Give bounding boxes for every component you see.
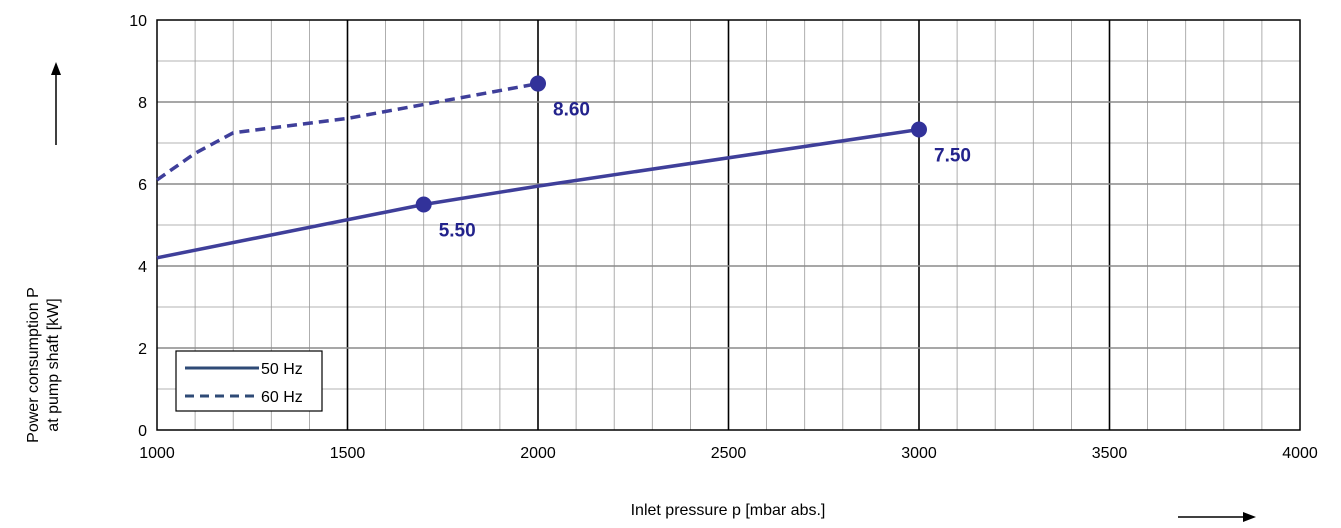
y-axis-title-line-2: at pump shaft [kW] (45, 298, 62, 431)
data-point-marker (415, 196, 432, 213)
y-tick-label: 2 (138, 341, 147, 358)
series-line-50hz (156, 127, 920, 260)
x-arrow-icon (1178, 512, 1256, 522)
y-tick-labels: 0 2 4 6 8 10 (129, 13, 147, 440)
x-tick-label: 2500 (711, 445, 747, 462)
y-axis-title: Power consumption P at pump shaft [kW] (25, 287, 62, 443)
data-label: 7.50 (934, 145, 971, 166)
legend-box (175, 350, 323, 412)
x-tick-labels: 1000 1500 2000 2500 3000 3500 4000 (139, 445, 1318, 462)
data-label: 8.60 (553, 100, 590, 121)
plot-area: 5.50 7.50 8.60 (155, 19, 1301, 431)
legend: 50 Hz 60 Hz (175, 350, 323, 412)
series-layer (155, 81, 920, 260)
data-label: 5.50 (439, 221, 476, 242)
y-arrow-icon (51, 62, 61, 145)
series-line-60hz (155, 81, 539, 182)
y-axis-title-line-1: Power consumption P (25, 287, 42, 443)
y-tick-label: 6 (138, 177, 147, 194)
x-tick-label: 1000 (139, 445, 175, 462)
x-tick-label: 1500 (330, 445, 366, 462)
y-tick-label: 4 (138, 259, 147, 276)
legend-label-50hz: 50 Hz (261, 361, 303, 378)
x-tick-label: 3000 (901, 445, 937, 462)
x-tick-label: 4000 (1282, 445, 1318, 462)
x-axis-title: Inlet pressure p [mbar abs.] (631, 502, 826, 519)
y-tick-label: 10 (129, 13, 147, 30)
plot-border (156, 19, 1301, 431)
data-label-layer: 5.50 7.50 8.60 (439, 100, 971, 242)
y-tick-label: 8 (138, 95, 147, 112)
marker-layer (415, 75, 927, 213)
data-point-marker (911, 121, 927, 138)
data-point-marker (530, 75, 546, 92)
legend-label-60hz: 60 Hz (261, 389, 303, 406)
y-tick-label: 0 (138, 423, 147, 440)
x-tick-label: 2000 (520, 445, 556, 462)
major-grid (157, 20, 1300, 430)
x-tick-label: 3500 (1092, 445, 1128, 462)
